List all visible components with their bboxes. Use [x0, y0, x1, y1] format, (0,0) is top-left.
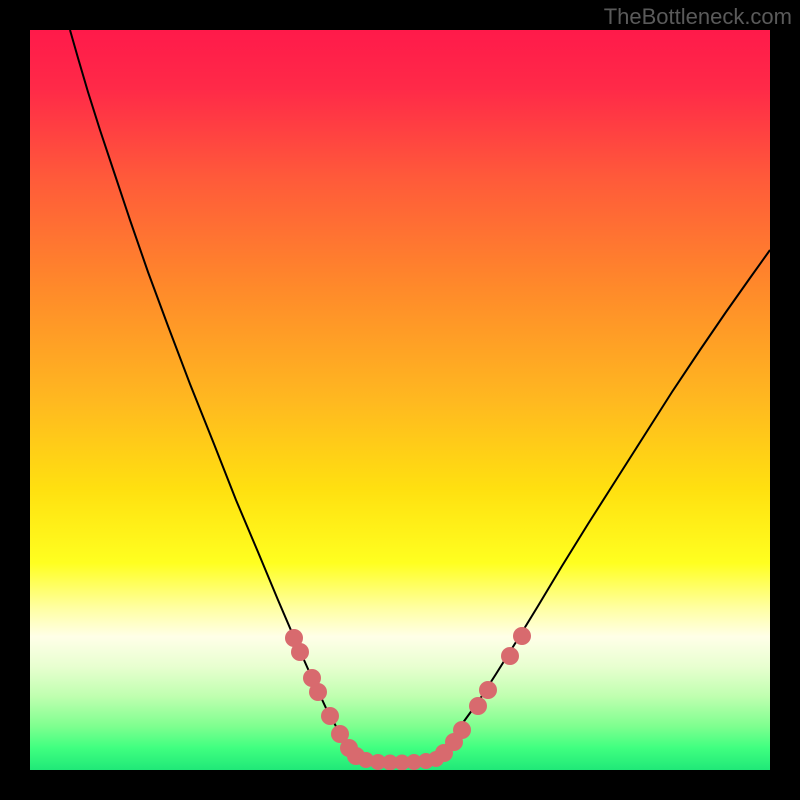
data-marker: [291, 643, 309, 661]
data-markers: [285, 627, 531, 770]
data-marker: [321, 707, 339, 725]
data-marker: [453, 721, 471, 739]
data-marker: [479, 681, 497, 699]
curve-layer: [30, 30, 770, 770]
data-marker: [309, 683, 327, 701]
left-v-curve: [70, 30, 360, 759]
watermark-text: TheBottleneck.com: [604, 4, 792, 30]
plot-area: [30, 30, 770, 770]
right-v-curve: [432, 250, 770, 759]
data-marker: [469, 697, 487, 715]
data-marker: [501, 647, 519, 665]
data-marker: [513, 627, 531, 645]
